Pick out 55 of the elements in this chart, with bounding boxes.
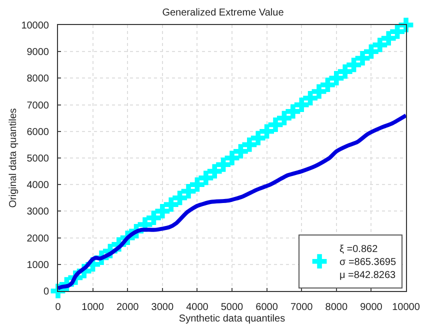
y-tick-label: 9000 [26, 47, 50, 58]
y-tick-label: 1000 [26, 260, 50, 271]
point [242, 138, 257, 152]
point [381, 31, 396, 46]
point [355, 51, 370, 66]
x-tick-label: 9000 [360, 302, 383, 313]
y-tick-label: 2000 [26, 233, 50, 244]
point [364, 44, 378, 59]
x-axis-title: Synthetic data quantiles [178, 314, 286, 324]
point [250, 130, 266, 146]
x-tick-label: 0 [55, 302, 62, 313]
point [268, 118, 283, 132]
x-tick-label: 8000 [325, 302, 348, 313]
point [198, 170, 214, 186]
y-tick-label: 8000 [26, 74, 50, 85]
x-tick-label: 3000 [151, 302, 174, 313]
point [312, 84, 326, 99]
point [277, 110, 292, 126]
y-tick-label: 5000 [26, 154, 50, 164]
point [260, 124, 274, 139]
point [390, 24, 404, 39]
point [286, 104, 300, 119]
y-tick-label: 6000 [26, 126, 50, 138]
point [181, 184, 196, 198]
point [372, 38, 388, 52]
point [146, 210, 161, 226]
y-axis-title: Original data quantiles [8, 108, 20, 208]
point [338, 64, 352, 79]
y-tick-label: 10000 [21, 20, 50, 32]
x-tick-label: 5000 [220, 302, 244, 313]
point [164, 197, 178, 212]
point [320, 78, 335, 92]
point [190, 177, 204, 192]
y-tick-label: 4000 [26, 180, 50, 192]
x-tick-label: 2000 [116, 302, 140, 313]
x-tick-label: 1000 [82, 302, 104, 313]
point [234, 144, 248, 159]
point [207, 164, 222, 178]
point [294, 98, 309, 112]
x-tick-label: 7000 [290, 302, 314, 313]
x-tick-label: 10000 [392, 302, 420, 313]
chart-title: Generalized Extreme Value [162, 7, 284, 18]
point [303, 90, 318, 106]
x-tick-label: 6000 [256, 302, 278, 313]
point [172, 190, 187, 206]
legend-label: ξ =0.862 σ =865.3695 μ =842.8263 [340, 244, 396, 282]
point [224, 150, 240, 166]
point [329, 71, 344, 86]
point [155, 204, 170, 218]
point [346, 58, 361, 72]
y-tick-label: 3000 [26, 206, 50, 218]
y-tick-label: 0 [43, 286, 50, 298]
y-tick-label: 7000 [26, 100, 50, 112]
x-tick-label: 4000 [186, 302, 209, 313]
point [216, 157, 230, 172]
